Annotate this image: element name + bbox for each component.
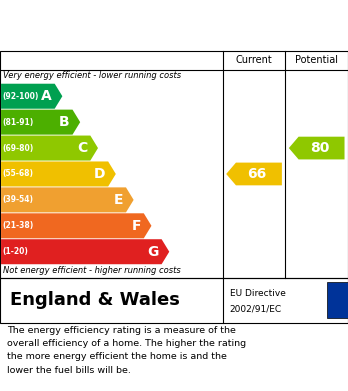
Text: (55-68): (55-68) <box>3 169 34 178</box>
Text: Current: Current <box>236 56 272 65</box>
Text: Energy Efficiency Rating: Energy Efficiency Rating <box>10 18 220 33</box>
Polygon shape <box>1 239 169 264</box>
Text: G: G <box>148 245 159 259</box>
Polygon shape <box>1 84 62 109</box>
Text: (39-54): (39-54) <box>3 196 34 204</box>
Polygon shape <box>1 136 98 161</box>
Text: E: E <box>114 193 123 207</box>
Polygon shape <box>1 109 80 135</box>
Polygon shape <box>1 161 116 187</box>
Text: C: C <box>77 141 88 155</box>
Text: F: F <box>132 219 141 233</box>
Text: Not energy efficient - higher running costs: Not energy efficient - higher running co… <box>3 265 181 274</box>
Text: 2002/91/EC: 2002/91/EC <box>230 305 282 314</box>
Bar <box>327 282 348 318</box>
Text: D: D <box>94 167 105 181</box>
Text: The energy efficiency rating is a measure of the
overall efficiency of a home. T: The energy efficiency rating is a measur… <box>7 326 246 375</box>
Text: Very energy efficient - lower running costs: Very energy efficient - lower running co… <box>3 71 182 80</box>
Text: (1-20): (1-20) <box>3 247 29 256</box>
Text: 66: 66 <box>247 167 267 181</box>
Text: B: B <box>59 115 70 129</box>
Polygon shape <box>226 163 282 185</box>
Polygon shape <box>1 213 151 238</box>
Text: (21-38): (21-38) <box>3 221 34 230</box>
Text: England & Wales: England & Wales <box>10 291 180 309</box>
Text: (81-91): (81-91) <box>3 118 34 127</box>
Text: Potential: Potential <box>295 56 338 65</box>
Polygon shape <box>1 187 134 212</box>
Text: (69-80): (69-80) <box>3 143 34 152</box>
Text: EU Directive: EU Directive <box>230 289 286 298</box>
Text: A: A <box>41 89 52 103</box>
Text: (92-100): (92-100) <box>3 92 39 101</box>
Polygon shape <box>289 137 345 160</box>
Text: 80: 80 <box>310 141 329 155</box>
